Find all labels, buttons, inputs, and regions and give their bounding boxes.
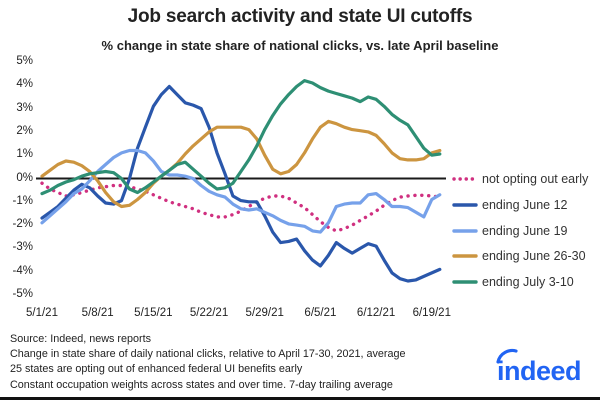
indeed-logo-icon: indeed bbox=[496, 348, 582, 386]
chart-title: Job search activity and state UI cutoffs bbox=[127, 6, 473, 27]
chart-subtitle: % change in state share of national clic… bbox=[101, 38, 499, 53]
y-tick-label: -4% bbox=[12, 264, 33, 277]
indeed-flame-icon bbox=[496, 348, 518, 364]
legend-swatch-icon bbox=[452, 254, 478, 259]
x-tick-label: 5/22/21 bbox=[189, 307, 229, 319]
legend-item-4: ending July 3-10 bbox=[452, 275, 574, 289]
legend-item-1: ending June 12 bbox=[452, 198, 568, 212]
legend-swatch-icon bbox=[452, 280, 478, 284]
legend-swatch-icon bbox=[452, 228, 478, 233]
series-line-4 bbox=[40, 78, 442, 196]
legend-item-2: ending June 19 bbox=[452, 224, 568, 238]
series-line-0 bbox=[40, 181, 442, 233]
y-tick-label: -3% bbox=[12, 241, 33, 254]
x-tick-label: 5/15/21 bbox=[134, 307, 173, 319]
indeed-logo-text: indeed bbox=[497, 356, 581, 386]
y-tick-label: 5% bbox=[16, 55, 33, 67]
y-tick-label: 0% bbox=[16, 171, 33, 184]
y-tick-label: 4% bbox=[16, 78, 33, 91]
y-tick-label: 1% bbox=[16, 148, 33, 161]
legend-label: ending July 3-10 bbox=[482, 275, 574, 290]
x-tick-label: 6/12/21 bbox=[356, 307, 396, 319]
footer-line: 25 states are opting out of enhanced fed… bbox=[10, 363, 303, 376]
y-tick-label: 2% bbox=[16, 124, 33, 137]
legend-label: ending June 19 bbox=[482, 223, 568, 238]
footer-line: Source: Indeed, news reports bbox=[10, 333, 152, 345]
y-tick-label: -2% bbox=[12, 218, 33, 231]
legend-item-3: ending June 26-30 bbox=[452, 249, 586, 263]
series-line-1 bbox=[40, 84, 442, 283]
x-tick-label: 5/8/21 bbox=[81, 307, 114, 319]
series-line-2 bbox=[40, 148, 442, 234]
legend-label: not opting out early bbox=[482, 172, 589, 186]
legend-swatch-icon bbox=[452, 177, 478, 181]
y-tick-label: -1% bbox=[12, 194, 33, 207]
legend-swatch-icon bbox=[452, 203, 478, 207]
series-line-3 bbox=[40, 119, 442, 209]
x-tick-label: 6/5/21 bbox=[304, 307, 337, 319]
legend-label: ending June 26-30 bbox=[482, 249, 586, 264]
y-tick-label: -5% bbox=[12, 288, 33, 300]
legend-label: ending June 12 bbox=[482, 197, 568, 212]
footer-line: Change in state share of daily national … bbox=[10, 348, 406, 361]
footer-notes: Source: Indeed, news reports Change in st… bbox=[10, 332, 406, 393]
x-tick-label: 5/1/21 bbox=[26, 307, 58, 319]
legend-item-0: not opting out early bbox=[452, 172, 588, 186]
indeed-logo: indeed bbox=[491, 346, 586, 393]
x-tick-label: 6/19/21 bbox=[412, 307, 451, 319]
footer-line: Constant occupation weights across state… bbox=[10, 378, 393, 391]
y-tick-label: 3% bbox=[16, 101, 33, 114]
x-tick-label: 5/29/21 bbox=[245, 307, 284, 319]
